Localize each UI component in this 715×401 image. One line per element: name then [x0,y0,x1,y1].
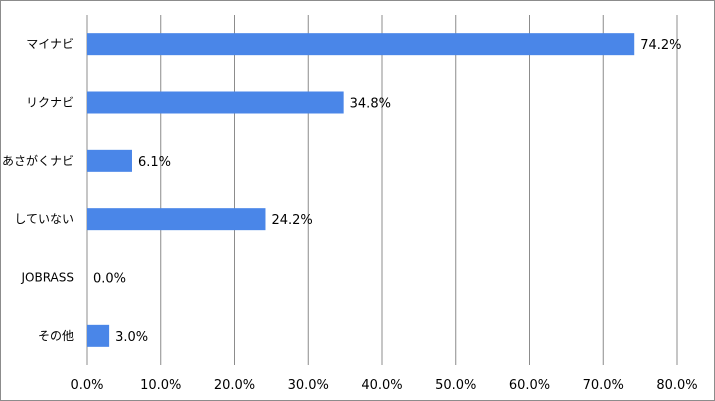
data-label: 74.2% [640,38,681,53]
bar [87,33,635,56]
category-label: あさがくナビ [2,153,74,168]
data-label: 24.2% [271,213,312,228]
data-label: 6.1% [138,155,171,170]
data-label: 34.8% [350,97,391,112]
category-label: リクナビ [26,96,74,110]
data-label: 0.0% [93,272,126,287]
x-tick-label: 30.0% [288,378,329,393]
x-tick-label: 80.0% [656,378,697,393]
bar [87,324,110,347]
data-label: 3.0% [115,330,148,345]
gridlines [86,15,678,365]
x-tick-label: 60.0% [509,378,550,393]
bars [87,33,635,347]
x-tick-label: 0.0% [70,378,103,393]
category-label: していない [14,212,74,226]
labels: 0.0% 10.0% 20.0% 30.0% 40.0% 50.0% 60.0% 70.0% 8… [2,37,698,393]
category-label: その他 [38,329,74,343]
bar [87,91,344,114]
category-label: マイナビ [26,37,74,51]
x-tick-label: 50.0% [435,378,476,393]
x-tick-label: 20.0% [214,378,255,393]
x-tick-label: 70.0% [583,378,624,393]
category-label: JOBRASS [20,271,74,285]
x-tick-label: 40.0% [361,378,402,393]
bar [87,208,266,231]
bar [87,149,132,172]
x-tick-label: 10.0% [140,378,181,393]
